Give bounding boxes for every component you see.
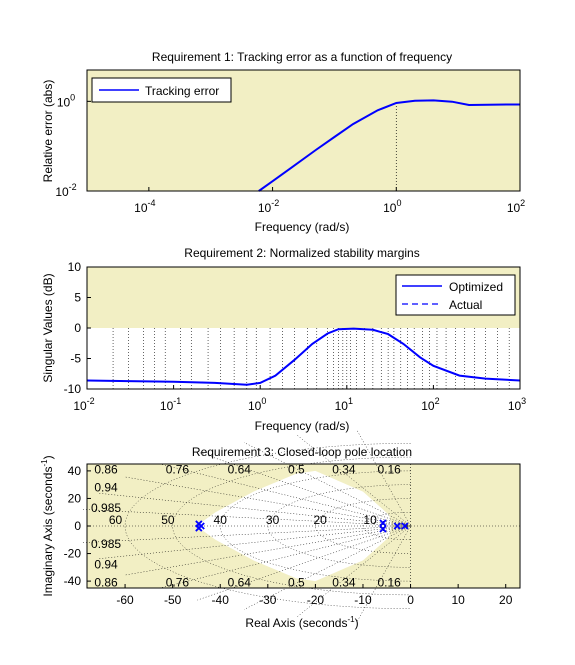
plot-3-ytick-label: 0 [74,519,81,533]
plot-3-xtick-label: -30 [259,593,277,607]
plot-2-xtick-label: 10-2 [73,396,94,413]
plot-3-damping-line [357,430,411,527]
plot-3: Requirement 3: Closed-loop pole location… [40,430,521,630]
plot-3-damping-line [357,525,411,622]
plot-2-xtick-label: 103 [508,396,526,413]
plot-3-damping-label: 0.34 [332,575,356,589]
plot-2-xtick-label: 100 [248,396,266,413]
plot-2-ytick-label: 10 [68,260,82,274]
plot-3-damping-label: 0.34 [332,463,356,477]
plot-3-xtick-label: -40 [212,593,230,607]
plot-1: Requirement 1: Tracking error as a funct… [41,50,525,234]
plot-3-damping-label: 0.5 [288,463,305,477]
plot-3-damping-label: 0.94 [94,558,118,572]
plot-2-series-optimized [86,327,521,386]
plot-2-ytick-label: 0 [74,321,81,335]
plot-3-pole [401,522,409,530]
plot-3-xtick-label: 10 [451,593,465,607]
plot-3-damping-label: 0.76 [166,575,190,589]
plot-3-damping-line [124,525,411,576]
plot-2-title: Requirement 2: Normalized stability marg… [184,246,419,260]
plot-3-damping-label: 0.86 [94,463,118,477]
plot-2-xlabel: Frequency (rad/s) [255,419,350,433]
plot-2-xtick-label: 102 [421,396,439,413]
plot-3-pole [379,525,387,533]
plot-2-legend: Optimized Actual [395,274,516,316]
plot-1-legend-label: Tracking error [145,84,219,98]
plot-1-xtick-label: 10-4 [134,198,155,215]
plot-3-damping-line [297,435,411,527]
plot-3-xlabel: Real Axis (seconds-1) [245,615,358,630]
plot-3-damping-label: 0.5 [288,575,305,589]
plot-2-ylabel: Singular Values (dB) [41,273,55,382]
plot-1-legend: Tracking error [91,77,232,103]
plot-1-ytick-label: 10-2 [55,182,76,199]
plot-3-damping-line [297,525,411,617]
plot-3-title: Requirement 3: Closed-loop pole location [192,445,412,459]
plot-3-ytick-label: 20 [68,491,82,505]
plot-3-xtick-label: -60 [116,593,134,607]
plot-3-damping-label: 0.86 [94,575,118,589]
plot-2-legend-label-actual: Actual [449,298,482,312]
plot-3-damping-label: 0.76 [166,463,190,477]
plot-3-damping-label: 0.94 [94,480,118,494]
plot-3-damping-line [124,476,411,527]
plot-3-frequency-label: 10 [363,513,377,527]
plot-3-damping-label: 0.985 [91,501,121,515]
plot-3-damping-label: 0.985 [91,537,121,551]
plot-2-xtick-label: 10-1 [160,396,181,413]
plot-3-pole [197,522,205,530]
plot-3-damping-line [243,442,411,527]
plot-1-xtick-label: 102 [507,198,525,215]
plot-3-xtick-label: 0 [407,593,414,607]
plot-1-ytick-label: 100 [57,92,75,109]
plot-3-pole [393,522,401,530]
plot-3-damping-line [82,525,411,543]
plot-3-damping-label: 0.64 [228,463,252,477]
plot-3-xtick-label: -10 [354,593,372,607]
plot-2-ytick-label: -5 [70,352,81,366]
plot-3-ytick-label: -20 [64,547,82,561]
plot-3-ytick-label: -40 [64,574,82,588]
plot-3-pole [379,519,387,527]
plot-2: Requirement 2: Normalized stability marg… [41,246,526,433]
plot-3-damping-label: 0.16 [377,575,401,589]
plot-3-xtick-label: -50 [164,593,182,607]
plot-3-ytick-label: 40 [68,464,82,478]
plot-1-xtick-label: 10-2 [258,198,279,215]
plot-1-ylabel: Relative error (abs) [41,80,55,183]
plot-3-damping-label: 0.64 [228,575,252,589]
plot-3-damping-line [82,509,411,527]
plot-3-frequency-label: 50 [161,513,175,527]
plot-1-xlabel: Frequency (rad/s) [255,220,350,234]
plot-1-title: Requirement 1: Tracking error as a funct… [152,50,452,64]
plot-3-ylabel: Imaginary Axis (seconds-1) [40,455,55,596]
plot-3-frequency-label: 20 [313,513,327,527]
plot-3-damping-label: 0.16 [377,463,401,477]
plot-3-frequency-arc [315,498,411,554]
plot-3-xtick-label: -20 [307,593,325,607]
plot-2-ytick-label: -10 [64,382,82,396]
plot-1-frame [86,69,521,192]
plot-3-frequency-label: 40 [214,513,228,527]
plot-2-series-actual [86,327,521,386]
plot-3-frequency-label: 30 [266,513,280,527]
plot-2-xtick-label: 101 [335,396,353,413]
plot-1-series-tracking-error [258,99,520,192]
plot-3-damping-line [243,525,411,610]
plot-2-ytick-label: 5 [74,291,81,305]
plot-2-legend-label-optimized: Optimized [449,280,503,294]
plot-1-xtick-label: 100 [383,198,401,215]
plot-3-frequency-label: 60 [109,513,123,527]
plot-3-frequency-arc [172,456,411,596]
plot-3-xtick-label: 20 [499,593,513,607]
